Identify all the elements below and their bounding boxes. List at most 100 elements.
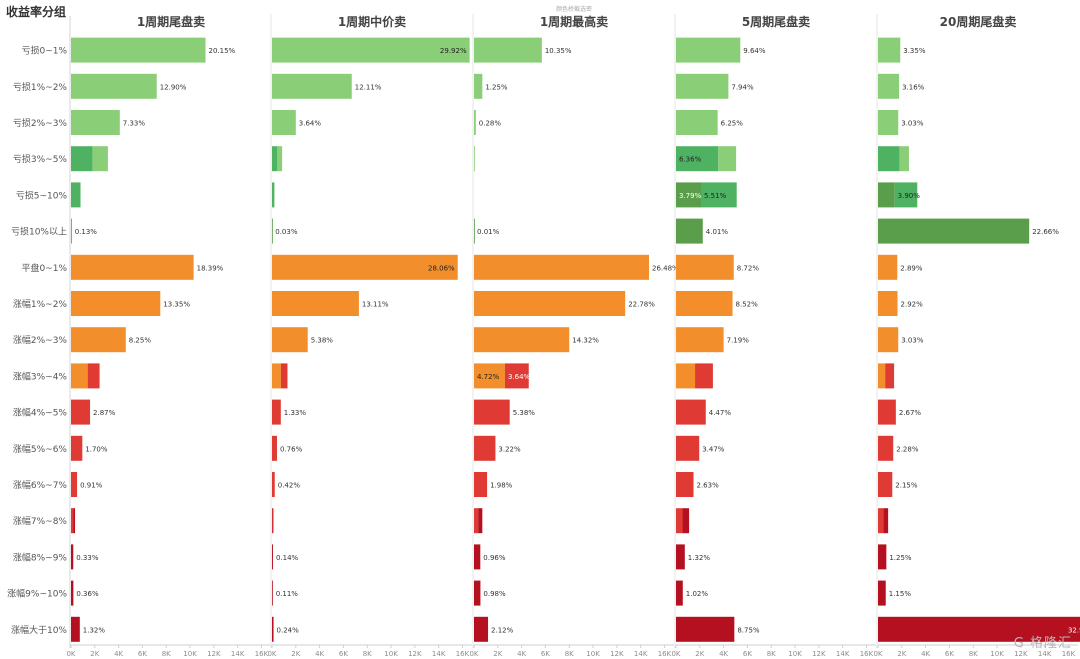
panel-title: 5周期尾盘卖 xyxy=(742,14,810,29)
row-label: 涨幅3%~4% xyxy=(13,370,68,382)
bar-value-label: 2.28% xyxy=(896,445,919,453)
bar xyxy=(87,363,100,389)
bar-value-label: 1.33% xyxy=(284,409,307,417)
bar xyxy=(474,616,489,642)
watermark-text: G 格隆汇 xyxy=(1013,636,1072,651)
panel-title: 20周期尾盘卖 xyxy=(940,14,1017,29)
bar xyxy=(676,73,729,99)
bar-segment-label: 3.90% xyxy=(898,192,921,200)
bar xyxy=(71,37,206,63)
bar-value-label: 1.32% xyxy=(83,626,106,634)
panel-title: 1周期尾盘卖 xyxy=(137,14,205,29)
color-legend-title: 颜色桥截选密 xyxy=(556,5,592,13)
row-label: 亏损0~1% xyxy=(21,45,67,57)
bar-value-label: 7.19% xyxy=(727,337,750,345)
bar xyxy=(272,508,274,534)
bar-value-label: 4.47% xyxy=(709,409,732,417)
x-tick-label: 14K xyxy=(836,650,850,658)
bar xyxy=(878,580,886,606)
x-tick-label: 6K xyxy=(541,650,550,658)
bar xyxy=(878,363,886,389)
bar xyxy=(878,291,898,316)
bar xyxy=(71,73,157,99)
bar xyxy=(878,435,894,461)
bar xyxy=(676,146,719,172)
x-tick-label: 4K xyxy=(921,650,930,658)
x-tick-label: 2K xyxy=(897,650,906,658)
bar xyxy=(474,544,481,570)
bar-value-label: 14.32% xyxy=(572,337,599,345)
row-label: 涨幅8%~9% xyxy=(13,551,68,563)
bar-value-label: 1.15% xyxy=(889,590,912,598)
bar-value-label: 20.15% xyxy=(209,47,236,55)
bar xyxy=(272,37,470,63)
bar-value-label: 0.01% xyxy=(477,228,500,236)
bar-value-label: 2.63% xyxy=(697,482,720,490)
bar xyxy=(676,327,724,353)
bar xyxy=(676,508,683,534)
bar xyxy=(272,327,308,353)
bar-value-label: 8.72% xyxy=(737,264,760,272)
bar xyxy=(878,399,896,425)
bar xyxy=(272,110,296,135)
bar-value-label: 2.12% xyxy=(491,626,514,634)
bar xyxy=(474,254,649,280)
bar xyxy=(71,291,161,316)
bar-segment-label: 3.79% xyxy=(679,192,702,200)
x-tick-label: 8K xyxy=(363,650,372,658)
x-tick-label: 14K xyxy=(432,650,446,658)
x-tick-label: 4K xyxy=(315,650,324,658)
x-tick-label: 12K xyxy=(207,650,221,658)
bar-value-label: 0.76% xyxy=(280,445,303,453)
bar xyxy=(71,399,91,425)
x-tick-label: 2K xyxy=(291,650,300,658)
bar xyxy=(71,435,83,461)
bar-value-label: 10.35% xyxy=(545,47,572,55)
bar xyxy=(695,363,713,389)
bar xyxy=(277,146,283,172)
bar xyxy=(676,616,735,642)
bar xyxy=(878,254,898,280)
bar-value-label: 5.38% xyxy=(311,337,334,345)
bar xyxy=(272,580,273,606)
bar xyxy=(71,508,74,534)
bar-value-label: 0.28% xyxy=(479,120,502,128)
bar xyxy=(474,37,542,63)
x-tick-label: 12K xyxy=(1014,650,1028,658)
bar-value-label: 0.42% xyxy=(278,482,301,490)
bar xyxy=(676,254,734,280)
bar xyxy=(878,110,899,135)
bar xyxy=(272,218,273,244)
x-tick-label: 10K xyxy=(384,650,398,658)
bar xyxy=(478,508,483,534)
x-tick-label: 16K xyxy=(658,650,672,658)
bar xyxy=(676,580,683,606)
bar xyxy=(71,580,74,606)
x-tick-label: 0K xyxy=(873,650,882,658)
row-label: 涨幅1%~2% xyxy=(13,298,68,310)
bar-value-label: 3.16% xyxy=(902,83,925,91)
x-tick-label: 0K xyxy=(66,650,75,658)
x-tick-label: 4K xyxy=(517,650,526,658)
bar xyxy=(894,182,918,208)
bar xyxy=(676,435,700,461)
bar xyxy=(899,146,909,172)
bar xyxy=(272,363,281,389)
x-tick-label: 6K xyxy=(945,650,954,658)
bar-value-label: 2.67% xyxy=(899,409,922,417)
panel-title: 1周期中价卖 xyxy=(338,14,406,29)
bar-value-label: 13.35% xyxy=(163,301,190,309)
bar-value-label: 32.98% xyxy=(1068,626,1080,634)
bar xyxy=(878,616,1080,642)
bar-value-label: 0.33% xyxy=(76,554,99,562)
row-label: 涨幅9%~10% xyxy=(7,588,67,600)
x-tick-label: 8K xyxy=(969,650,978,658)
x-tick-label: 16K xyxy=(860,650,874,658)
row-label: 亏损2%~3% xyxy=(13,117,68,129)
x-tick-label: 4K xyxy=(719,650,728,658)
bar-value-label: 2.15% xyxy=(895,482,918,490)
bar xyxy=(701,182,737,208)
bar xyxy=(71,327,126,353)
